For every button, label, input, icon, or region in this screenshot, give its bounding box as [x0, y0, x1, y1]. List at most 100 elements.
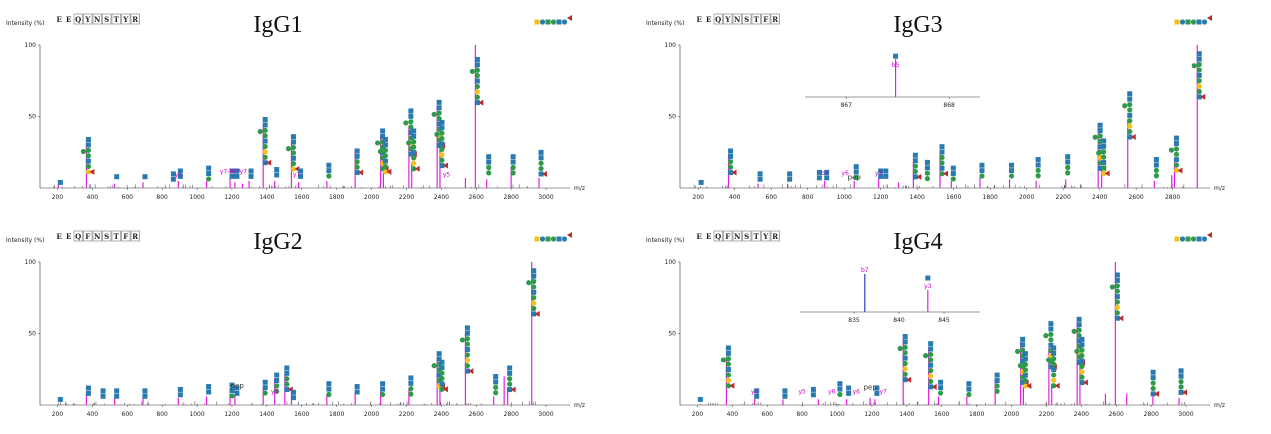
mannose-icon: [928, 368, 934, 374]
glycan-icon: [57, 179, 63, 185]
fucose-icon: [1182, 389, 1188, 396]
zoom-inset: 867 868 b5: [805, 53, 980, 109]
mannose-icon: [469, 68, 475, 75]
glcnac-icon: [1097, 122, 1103, 128]
glycan-icon: [248, 168, 254, 179]
glcnac-icon: [464, 330, 470, 336]
fucose-icon: [1200, 93, 1206, 100]
glcnac-icon: [274, 167, 280, 173]
residue-box: [73, 230, 83, 242]
mannose-icon: [375, 140, 381, 146]
x-tick-label: 2400: [1092, 194, 1107, 201]
fucose-icon: [510, 386, 516, 393]
glycan-icon: [924, 159, 931, 182]
glcnac-icon: [698, 179, 704, 185]
fucose-icon: [468, 368, 474, 375]
glycan-icon: [754, 388, 760, 399]
mannose-icon: [902, 350, 908, 356]
glcnac-icon: [874, 385, 880, 391]
sequence-residue: E: [697, 15, 702, 24]
galactose-icon: [1051, 377, 1057, 383]
glycan-icon: [85, 385, 91, 396]
glcnac-icon: [100, 388, 106, 394]
fragment-label: y5: [798, 389, 806, 396]
glcnac-icon: [290, 134, 296, 140]
glcnac-icon: [538, 149, 544, 155]
mannose-icon: [206, 176, 212, 182]
glcnac-icon: [507, 365, 513, 371]
mannose-icon: [326, 391, 332, 398]
glcnac-icon: [1173, 157, 1179, 163]
glcnac-icon: [206, 384, 212, 390]
glcnac-icon: [411, 133, 417, 139]
mannose-icon: [1079, 374, 1085, 380]
glcnac-icon: [510, 154, 516, 160]
y-tick-label: 100: [25, 259, 37, 266]
fucose-icon: [1104, 170, 1110, 177]
glcnac-icon: [1153, 157, 1159, 163]
glcnac-icon: [100, 393, 106, 399]
mannose-icon: [464, 336, 471, 342]
glcnac-icon: [85, 158, 91, 164]
sequence-residue: T: [114, 15, 120, 24]
mannose-icon: [459, 337, 466, 343]
glycan-icon: [846, 385, 852, 396]
glycan-icon: [439, 359, 448, 393]
glycan-icon: [720, 345, 735, 389]
x-tick-label: 2600: [1128, 194, 1143, 201]
sequence-residue: F: [725, 232, 730, 241]
glcnac-icon: [262, 379, 268, 385]
sequence-residue: N: [734, 15, 741, 24]
fragment-label: y6: [853, 389, 861, 396]
glycan-icon: [966, 381, 972, 398]
glcnac-icon: [938, 379, 944, 385]
glycan-icon: [229, 382, 235, 399]
glcnac-icon: [1150, 375, 1156, 381]
glycan-unit-icon: [556, 19, 562, 25]
galactose-icon: [290, 166, 297, 172]
galactose-icon: [1022, 383, 1029, 389]
fucose-icon: [358, 169, 364, 176]
glycan-icon: [810, 386, 816, 398]
glycan-icon: [1074, 336, 1088, 386]
x-tick-label: 200: [692, 411, 704, 418]
glcnac-icon: [1048, 326, 1054, 332]
mannose-icon: [531, 295, 537, 301]
glcnac-icon: [262, 160, 268, 166]
mannose-icon: [262, 154, 268, 160]
fucose-icon: [943, 170, 948, 177]
glcnac-icon: [928, 346, 934, 352]
glcnac-icon: [1127, 112, 1133, 118]
glycan-icon: [510, 154, 516, 176]
mannose-icon: [408, 119, 414, 125]
glycan-icon: [1035, 157, 1041, 179]
glcnac-icon: [902, 355, 908, 361]
glcnac-icon: [1009, 168, 1015, 174]
residue-box: [111, 230, 121, 242]
glcnac-icon: [274, 378, 280, 384]
glycan-icon: [285, 134, 300, 173]
mannose-icon: [411, 144, 417, 150]
fragment-label: y6: [828, 389, 836, 396]
mannose-icon: [902, 360, 908, 367]
galactose-icon: [474, 89, 480, 95]
fucose-icon: [89, 168, 95, 175]
glycan-icon: [757, 171, 763, 182]
glcnac-icon: [177, 173, 183, 179]
glcnac-icon: [1097, 165, 1103, 171]
glcnac-icon: [1196, 51, 1202, 57]
glcnac-icon: [439, 125, 445, 131]
glcnac-icon: [262, 122, 268, 128]
sequence-residue: N: [94, 15, 101, 24]
glycan-icon: [1046, 345, 1060, 389]
mannose-icon: [1178, 384, 1184, 390]
glcnac-icon: [177, 386, 183, 392]
y-axis-label: Intensity (%): [646, 20, 684, 27]
fucose-icon: [442, 386, 448, 393]
x-tick-label: 1000: [837, 194, 852, 201]
glcnac-icon: [1114, 272, 1120, 278]
glycan-icon: [257, 117, 272, 166]
mannose-icon: [326, 173, 332, 179]
sequence-residue: R: [132, 232, 138, 241]
